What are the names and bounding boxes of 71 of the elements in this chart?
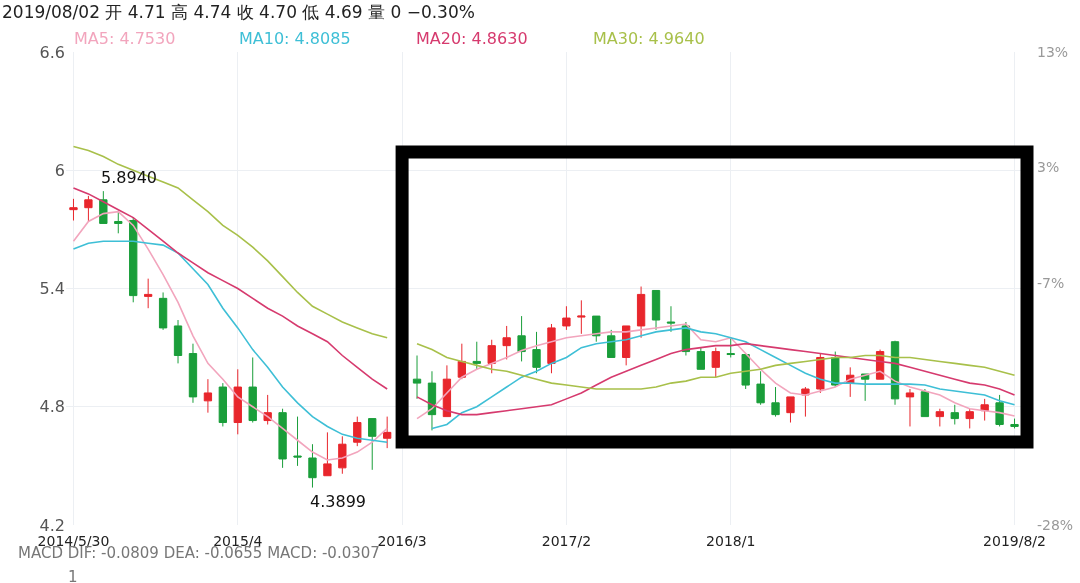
y-tick-label: 5.4 xyxy=(39,279,65,299)
candlestick xyxy=(69,198,78,222)
candlestick xyxy=(383,416,392,449)
candlestick xyxy=(188,343,198,404)
candlestick xyxy=(636,286,646,339)
annotation: 4.3899 xyxy=(310,492,366,511)
candlestick xyxy=(920,388,930,418)
candlestick xyxy=(905,388,915,427)
candlestick xyxy=(427,370,437,431)
candlestick xyxy=(412,355,422,400)
y2-tick-label: 3% xyxy=(1037,159,1060,176)
y-tick-label: 6 xyxy=(54,160,65,180)
candlestick xyxy=(711,347,720,378)
y2-tick-label: -7% xyxy=(1037,274,1065,291)
candlestick xyxy=(1010,418,1019,429)
text: MA10: 4.8085 xyxy=(239,29,351,48)
candlestick xyxy=(532,331,541,374)
candlestick xyxy=(816,353,825,394)
x-tick-label: 2019/8/2 xyxy=(983,533,1046,549)
candlestick xyxy=(935,408,944,427)
y2-tick-label: 13% xyxy=(1037,43,1069,60)
candlestick xyxy=(607,329,616,358)
candlestick xyxy=(233,368,242,435)
candlestick xyxy=(696,347,705,370)
x-tick-label: 2016/3 xyxy=(377,533,427,549)
candlestick xyxy=(218,382,227,427)
text: MA5: 4.7530 xyxy=(74,29,176,48)
candlestick xyxy=(278,408,287,469)
y-tick-label: 4.8 xyxy=(39,397,65,417)
text: 1 xyxy=(68,568,78,583)
annotation: 5.8940 xyxy=(101,168,157,187)
candlestick xyxy=(562,305,571,331)
candlestick xyxy=(323,431,332,477)
candlestick xyxy=(502,325,511,360)
candlestick xyxy=(353,416,362,447)
candlestick xyxy=(517,315,526,362)
candlestick xyxy=(950,404,959,425)
candlestick xyxy=(577,299,586,335)
candlestick xyxy=(995,394,1004,427)
candlestick xyxy=(293,416,302,467)
candlestick xyxy=(771,386,780,418)
candlestick xyxy=(129,217,138,303)
candlestick xyxy=(741,353,750,390)
candlestick xyxy=(114,211,123,234)
candlestick xyxy=(338,435,347,475)
candlestick xyxy=(158,291,168,331)
candlestick xyxy=(547,323,556,374)
candlestick xyxy=(487,339,496,374)
candlestick xyxy=(248,356,257,424)
text: MA20: 4.8630 xyxy=(416,29,528,48)
y2-tick-label: -28% xyxy=(1037,516,1074,533)
candlestick xyxy=(368,418,377,471)
candlestick xyxy=(756,370,765,406)
x-tick-label: 2017/2 xyxy=(541,533,592,549)
candlestick xyxy=(173,319,183,364)
candlestick xyxy=(592,315,601,343)
candlestick xyxy=(472,341,481,370)
candlestick xyxy=(726,337,735,358)
candlestick xyxy=(651,289,661,331)
text: MA30: 4.9640 xyxy=(593,29,705,48)
candlestick xyxy=(308,443,317,489)
y-tick-label: 6.6 xyxy=(39,42,65,62)
candlestick xyxy=(666,305,676,333)
candlestick xyxy=(203,378,213,414)
candlestick xyxy=(786,396,795,424)
chart-title: 2019/08/02 开 4.71 高 4.74 收 4.70 低 4.69 量 0 −0.30% xyxy=(2,2,475,22)
y-tick-label: 4.2 xyxy=(39,515,65,535)
candlestick xyxy=(144,278,153,309)
candlestick xyxy=(965,408,974,429)
candlestick xyxy=(84,195,93,222)
x-tick-label: 2018/1 xyxy=(706,533,756,549)
